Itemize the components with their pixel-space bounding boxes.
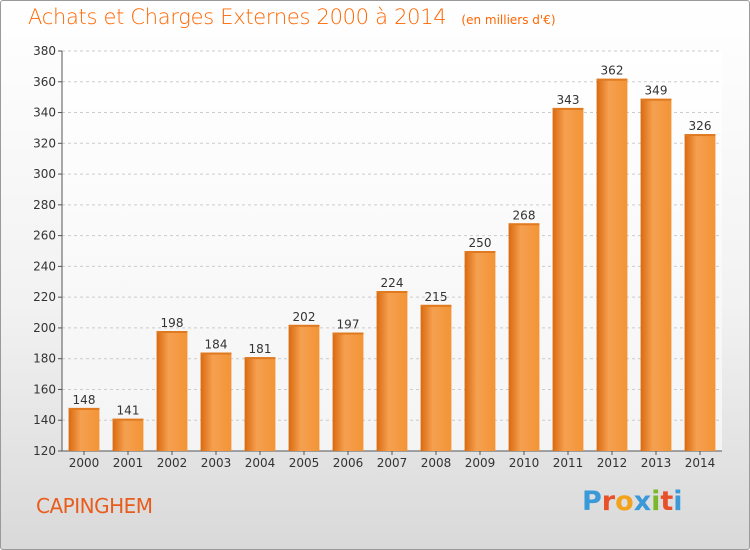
bar (552, 107, 584, 451)
bar (376, 291, 408, 451)
bar (640, 98, 672, 451)
bar (332, 332, 364, 451)
x-tick-label: 2001 (113, 456, 144, 470)
y-tick-label: 280 (33, 198, 56, 212)
data-label: 184 (205, 338, 228, 352)
y-tick-label: 340 (33, 106, 56, 120)
chart-unit: (en milliers d'€) (461, 13, 556, 27)
bar (684, 134, 716, 452)
title-row: Achats et Charges Externes 2000 à 2014 (… (28, 5, 556, 29)
bar-top (596, 78, 628, 81)
bar (244, 357, 276, 451)
data-label: 198 (161, 316, 184, 330)
y-tick-label: 220 (33, 290, 56, 304)
logo-letter: t (660, 486, 674, 517)
bar (112, 418, 144, 451)
bar (508, 223, 540, 451)
logo-letter: o (615, 486, 634, 517)
y-tick-label: 120 (33, 444, 56, 458)
y-tick-label: 160 (33, 382, 56, 396)
data-label: 141 (117, 404, 140, 418)
bar (200, 352, 232, 451)
bar-top (552, 107, 584, 110)
bar-top (376, 291, 408, 293)
data-label: 181 (249, 342, 272, 356)
logo-letter: x (633, 486, 652, 517)
x-tick-label: 2006 (333, 456, 364, 470)
logo-letter: P (582, 486, 602, 517)
bar-top (200, 352, 232, 355)
logo-letter: r (601, 486, 616, 517)
data-label: 224 (381, 276, 404, 290)
bar-top (640, 98, 672, 101)
bar (596, 78, 628, 451)
data-label: 148 (73, 393, 96, 407)
bar-top (68, 407, 100, 410)
data-label: 268 (513, 208, 536, 222)
data-label: 343 (557, 93, 580, 107)
x-tick-label: 2003 (201, 456, 232, 470)
data-label: 197 (337, 318, 360, 332)
logo-letter: i (651, 486, 661, 517)
x-tick-label: 2010 (509, 456, 540, 470)
bar-top (244, 357, 276, 360)
x-tick-label: 2012 (597, 456, 628, 470)
x-tick-label: 2005 (289, 456, 320, 470)
data-label: 215 (425, 290, 448, 304)
bar (156, 331, 188, 451)
y-tick-label: 360 (33, 75, 56, 89)
bar (420, 304, 452, 451)
y-tick-label: 180 (33, 352, 56, 366)
y-tick-label: 140 (33, 413, 56, 427)
bar-top (684, 134, 716, 137)
commune-name: CAPINGHEM (36, 494, 153, 518)
bar-top (288, 324, 320, 327)
bar (68, 407, 100, 451)
data-label: 326 (689, 119, 712, 133)
x-tick-label: 2007 (377, 456, 408, 470)
y-tick-label: 380 (33, 44, 56, 58)
proxiti-logo: Proxiti (582, 486, 683, 517)
chart-title: Achats et Charges Externes 2000 à 2014 (28, 5, 447, 29)
data-label: 362 (601, 64, 624, 78)
bar-top (112, 418, 144, 421)
logo-letter: i (673, 486, 683, 517)
bar (464, 251, 496, 451)
x-tick-label: 2002 (157, 456, 188, 470)
x-tick-label: 2008 (421, 456, 452, 470)
bar-top (332, 332, 364, 335)
x-tick-label: 2014 (685, 456, 716, 470)
data-label: 202 (293, 310, 316, 324)
x-tick-label: 2004 (245, 456, 276, 470)
y-tick-label: 320 (33, 136, 56, 150)
x-tick-label: 2000 (69, 456, 100, 470)
y-tick-label: 260 (33, 229, 56, 243)
data-label: 349 (645, 84, 668, 98)
y-tick-label: 300 (33, 167, 56, 181)
bar-top (156, 331, 188, 333)
x-tick-label: 2011 (553, 456, 584, 470)
x-tick-label: 2013 (641, 456, 672, 470)
bar-top (420, 304, 452, 307)
x-tick-label: 2009 (465, 456, 496, 470)
bar-top (464, 251, 496, 253)
bar (288, 324, 320, 451)
bar-top (508, 223, 540, 226)
data-label: 250 (469, 236, 492, 250)
y-tick-label: 240 (33, 259, 56, 273)
y-tick-label: 200 (33, 321, 56, 335)
